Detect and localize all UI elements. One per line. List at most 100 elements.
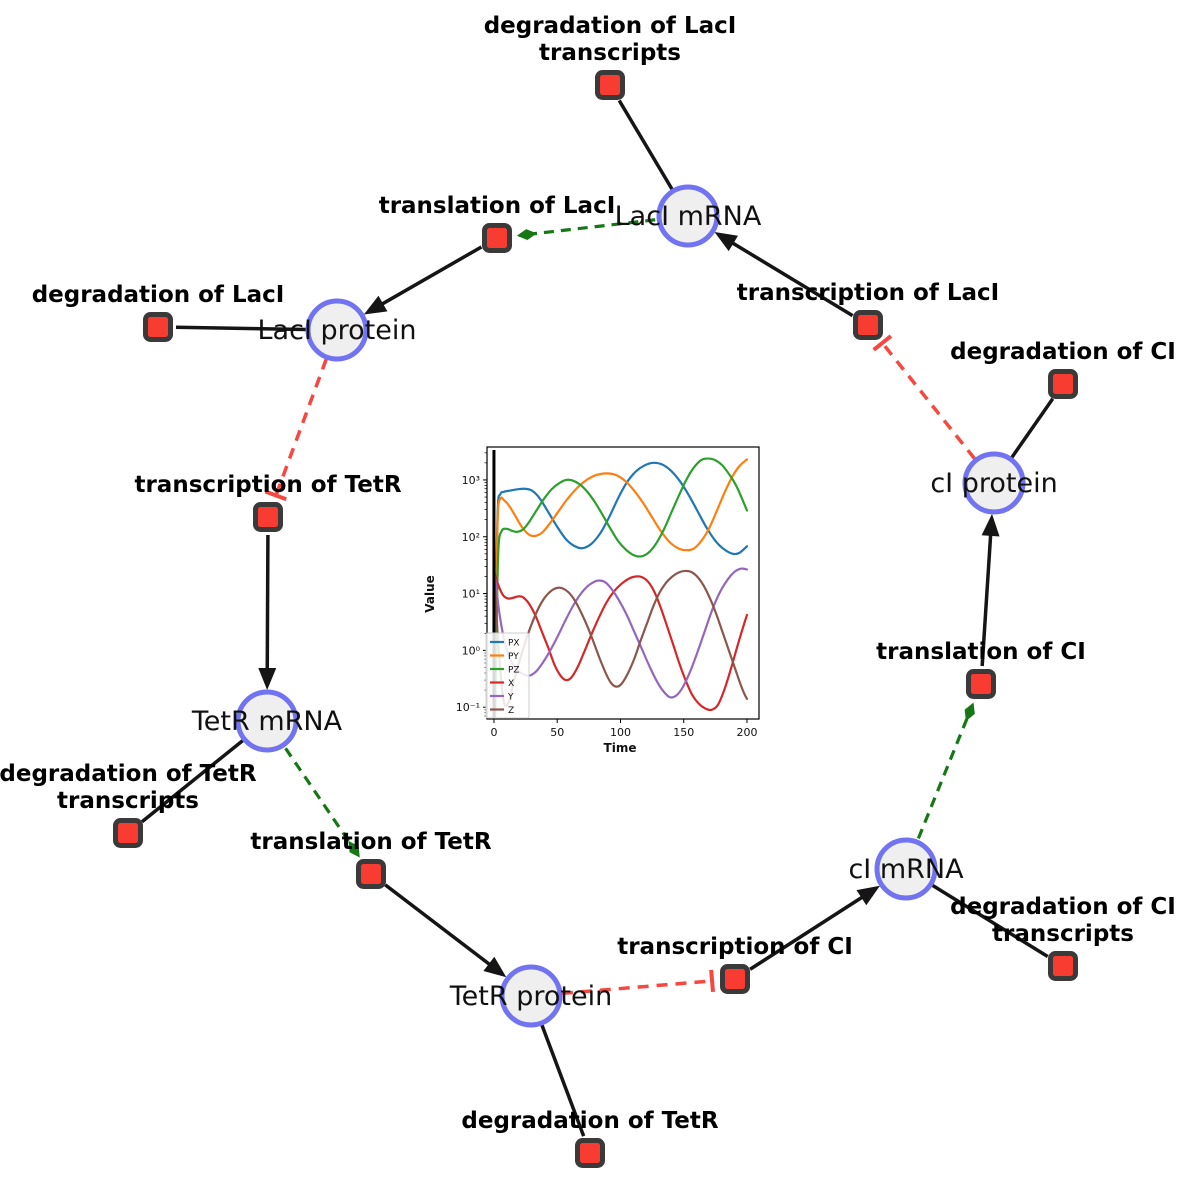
x-tick-label: 0: [490, 726, 497, 739]
x-tick-label: 100: [610, 726, 631, 739]
y-tick-label: 10⁰: [462, 644, 481, 657]
reaction-label-deg-ci-transcripts: transcripts: [992, 921, 1134, 947]
consumption-edge-line: [140, 739, 244, 824]
arrowhead-icon: [981, 513, 1000, 537]
production-edge-line: [377, 245, 483, 308]
diamond-arrowhead-icon: [964, 702, 975, 722]
chart-legend: PX PY PZ XYZ: [485, 632, 530, 719]
modifier-edge-line: [532, 218, 656, 236]
chart-background: [420, 430, 770, 760]
reaction-node-transcription-laci: [853, 310, 883, 340]
legend-label-X: X: [508, 679, 514, 689]
modifier-edge-line: [284, 747, 353, 846]
tbar-icon: [872, 334, 893, 352]
reaction-node-transcription-tetr: [253, 502, 283, 532]
species-node-laci-mrna: [656, 184, 720, 248]
edge-tetr-mrna-to-deg-tetr-transcripts: [140, 739, 244, 824]
reaction-label-deg-laci-transcripts: transcripts: [539, 40, 681, 66]
reaction-label-deg-laci-transcripts: degradation of LacI: [484, 13, 737, 39]
chart-series-PX: [493, 461, 749, 718]
production-edge-line: [749, 893, 867, 971]
reaction-label-deg-tetr-transcripts: degradation of TetR: [0, 761, 257, 787]
arrowhead-icon: [363, 295, 388, 315]
edge-transcription-ci-to-ci-mrna: [749, 885, 880, 971]
y-tick-label: 10¹: [462, 588, 480, 601]
edge-transcription-tetr-to-tetr-mrna: [258, 534, 277, 691]
labels-layer: LacI mRNA LacI protein TetR mRNA TetR prote…: [0, 13, 1176, 1134]
edge-laci-mrna-to-translation-laci: [516, 218, 656, 241]
edge-tetr-protein-to-transcription-ci: [561, 969, 715, 996]
production-edge-line: [980, 530, 993, 667]
species-label-ci-mrna: cI mRNA: [848, 854, 964, 885]
reaction-node-deg-laci: [143, 312, 173, 342]
reaction-label-translation-ci: translation of CI: [876, 639, 1086, 665]
species-node-tetr-mrna: [235, 689, 299, 753]
legend-label-PX: PX: [508, 639, 520, 649]
reaction-label-transcription-laci: transcription of LacI: [737, 280, 1000, 306]
edge-transcription-laci-to-laci-mrna: [714, 232, 854, 318]
edge-tetr-protein-to-deg-tetr: [540, 1024, 586, 1137]
reaction-label-translation-laci: translation of LacI: [379, 193, 616, 219]
tbar-icon: [709, 969, 715, 993]
consumption-edge-line: [540, 1024, 586, 1137]
reaction-node-translation-laci: [482, 223, 512, 253]
edge-laci-protein-to-deg-laci: [175, 325, 307, 332]
reaction-label-deg-tetr-transcripts: transcripts: [57, 788, 199, 814]
arrowhead-icon: [714, 232, 738, 252]
production-edge-line: [265, 534, 270, 674]
reaction-label-transcription-ci: transcription of CI: [617, 934, 853, 960]
edge-ci-protein-to-transcription-laci: [872, 334, 977, 460]
diamond-arrowhead-icon: [348, 840, 360, 858]
modifier-edge-line: [916, 716, 969, 840]
arrowhead-icon: [856, 885, 880, 906]
edge-ci-protein-to-deg-ci: [1010, 397, 1055, 459]
reaction-label-deg-ci-transcripts: degradation of CI: [950, 894, 1176, 920]
reaction-node-translation-tetr: [356, 859, 386, 889]
edge-ci-mrna-to-translation-ci: [916, 702, 975, 840]
inhibition-edge-line: [274, 358, 328, 497]
production-edge-line: [728, 239, 854, 318]
reaction-node-deg-tetr: [575, 1138, 605, 1168]
consumption-edge-line: [1010, 397, 1055, 459]
chart-series-X: [492, 569, 749, 712]
reaction-node-deg-ci-transcripts: [1048, 951, 1078, 981]
reaction-node-translation-ci: [966, 669, 996, 699]
species-label-laci-mrna: LacI mRNA: [615, 201, 762, 232]
legend-label-PZ: PZ: [508, 666, 520, 676]
legend-label-PY: PY: [508, 652, 519, 662]
edge-tetr-mrna-to-translation-tetr: [284, 747, 360, 858]
edge-ci-mrna-to-deg-ci-transcripts: [931, 883, 1049, 959]
nodes-layer: [113, 70, 1078, 1168]
edge-laci-protein-to-transcription-tetr: [264, 358, 328, 502]
y-axis-label: Value: [423, 575, 437, 613]
reaction-node-deg-tetr-transcripts: [113, 818, 143, 848]
consumption-edge-line: [617, 99, 674, 191]
x-tick-label: 150: [673, 726, 694, 739]
edge-translation-ci-to-ci-protein: [980, 513, 1000, 667]
reaction-label-deg-ci: degradation of CI: [950, 339, 1176, 365]
x-tick-label: 200: [736, 726, 757, 739]
edges-layer: [140, 99, 1055, 1137]
diamond-arrowhead-icon: [516, 229, 537, 241]
edge-laci-mrna-to-deg-laci-transcripts: [617, 99, 674, 191]
legend-label-Z: Z: [508, 706, 514, 716]
arrowhead-icon: [258, 667, 277, 691]
species-label-ci-protein: cI protein: [930, 468, 1057, 499]
consumption-edge-line: [931, 883, 1049, 959]
inhibition-edge-line: [880, 341, 977, 460]
chart-series-PZ: [494, 457, 749, 718]
y-tick-label: 10³: [462, 474, 480, 487]
edge-translation-tetr-to-tetr-protein: [384, 883, 507, 978]
reaction-node-deg-ci: [1048, 369, 1078, 399]
inhibition-edge-line: [561, 979, 713, 996]
reaction-node-transcription-ci: [720, 964, 750, 994]
reaction-label-transcription-tetr: transcription of TetR: [134, 472, 401, 498]
reaction-node-deg-laci-transcripts: [595, 70, 625, 100]
arrowhead-icon: [483, 956, 507, 978]
y-tick-label: 10²: [462, 531, 480, 544]
x-tick-label: 50: [550, 726, 564, 739]
species-node-ci-protein: [962, 451, 1026, 515]
x-axis-label: Time: [604, 741, 637, 755]
